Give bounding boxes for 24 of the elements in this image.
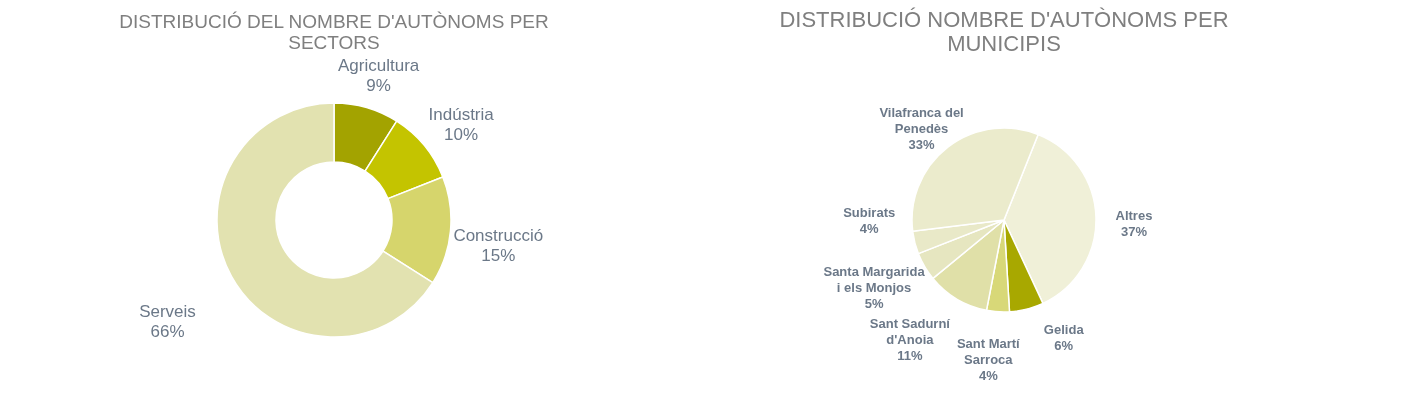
data-label: 10%	[444, 124, 479, 144]
slice-label: Subirats	[843, 205, 896, 221]
data-label: 15%	[481, 245, 516, 265]
slice-label: Indústria	[428, 104, 495, 124]
slice-label: Gelida	[1043, 321, 1085, 337]
chart-title: DISTRIBUCIÓ NOMBRE D'AUTÒNOMS PER MUNICIPIS	[779, 7, 1229, 56]
data-label: 66%	[150, 321, 185, 341]
data-label: 33%	[908, 137, 936, 153]
data-label: 9%	[366, 76, 391, 96]
data-label: 4%	[978, 368, 999, 384]
slice-label: Santa Margarida i els Monjos	[823, 264, 926, 296]
slice-label: Sant Sadurní d'Anoia	[869, 315, 951, 347]
data-label: 6%	[1054, 337, 1074, 353]
data-label: 5%	[864, 296, 884, 312]
data-label: 11%	[897, 347, 923, 363]
slice-label: Sant Martí Sarroca	[956, 336, 1021, 368]
data-label: 37%	[1120, 224, 1148, 240]
slice-label: Vilafranca del Penedès	[879, 105, 964, 137]
slice-label: Agricultura	[338, 56, 420, 76]
slice-label: Serveis	[139, 301, 196, 321]
slice-label: Construcció	[453, 225, 544, 245]
chart-title: DISTRIBUCIÓ DEL NOMBRE D'AUTÒNOMS PER SECTORS	[119, 11, 549, 54]
slice-label: Altres	[1115, 208, 1153, 224]
data-label: 4%	[859, 221, 880, 237]
